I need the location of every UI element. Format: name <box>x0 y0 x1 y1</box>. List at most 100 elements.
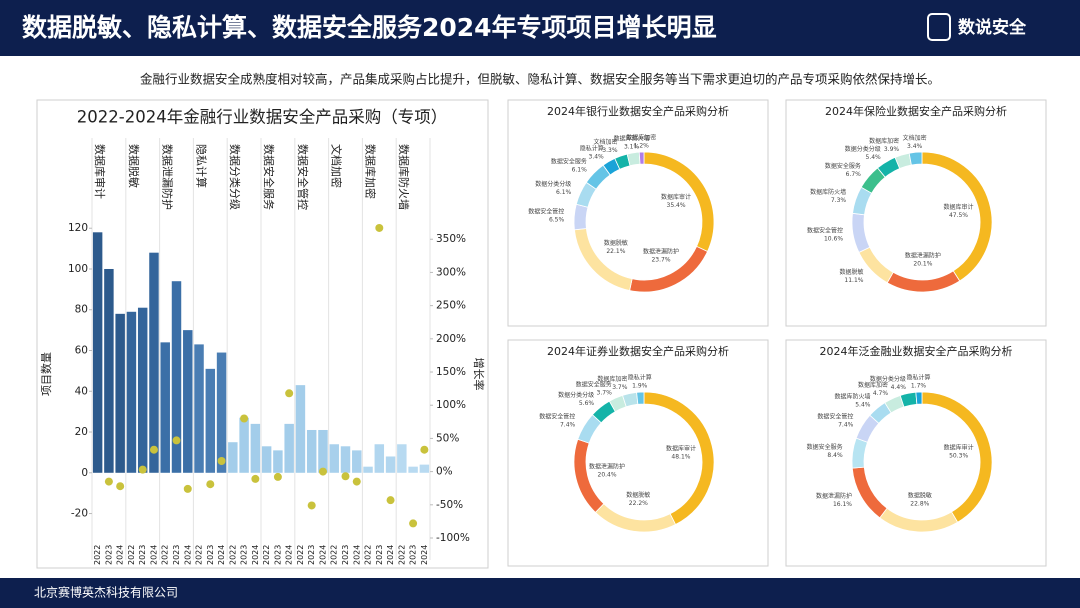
y-tick-label: 0 <box>81 467 88 479</box>
logo-icon <box>927 13 951 41</box>
group-label: 数据泄漏防护 <box>161 144 175 210</box>
x-tick-label: 2024 <box>116 545 125 565</box>
x-tick-label: 2024 <box>386 545 395 565</box>
segment-value: 6.1% <box>556 189 572 196</box>
growth-point <box>104 477 113 486</box>
bar <box>160 342 170 473</box>
chart-title: 2024年泛金融业数据安全产品采购分析 <box>820 344 1013 358</box>
segment-label: 数据库审计 <box>666 445 696 453</box>
footer-bar <box>0 578 1080 608</box>
segment-label: 数据安全服务 <box>576 380 612 388</box>
x-tick-label: 2023 <box>172 545 181 565</box>
segment-label: 数据泄漏防护 <box>589 462 625 470</box>
bar <box>284 423 294 473</box>
chart-title: 2022-2024年金融行业数据安全产品采购（专项） <box>77 108 447 127</box>
segment-label: 隐私计算 <box>628 374 652 382</box>
y-tick-label: 100 <box>68 263 88 275</box>
bar <box>306 429 317 473</box>
segment-label: 数据脱敏 <box>839 268 863 276</box>
segment-value: 1.7% <box>911 383 927 390</box>
bar <box>126 311 137 473</box>
segment-label: 数据安全服务 <box>807 443 843 451</box>
bar <box>419 464 430 473</box>
growth-point <box>341 472 350 481</box>
x-tick-label: 2024 <box>217 545 226 565</box>
growth-point <box>172 436 181 445</box>
y2-axis-label: 增长率 <box>472 358 486 391</box>
x-tick-label: 2024 <box>420 545 429 565</box>
segment-value: 48.1% <box>671 454 690 461</box>
segment-value: 3.3% <box>602 147 618 154</box>
growth-point <box>206 480 215 489</box>
y-tick-label: 120 <box>68 222 88 234</box>
x-tick-label: 2024 <box>285 545 294 565</box>
segment-label: 文档加密 <box>594 138 618 146</box>
bar <box>104 268 114 473</box>
segment-label: 数据脱敏 <box>604 239 628 247</box>
segment-value: 3.4% <box>589 153 605 160</box>
segment-label: 数据分类分级 <box>535 180 571 188</box>
y-tick-label: 60 <box>75 345 88 357</box>
growth-point <box>352 477 361 486</box>
segment-value: 6.1% <box>572 167 588 174</box>
segment-label: 文档加密 <box>903 134 927 142</box>
y2-tick-label: 50% <box>436 432 459 444</box>
bar <box>239 417 249 473</box>
x-tick-label: 2022 <box>262 545 271 565</box>
x-tick-label: 2023 <box>307 545 316 565</box>
bar <box>295 385 306 473</box>
segment-label: 数据泄漏防护 <box>816 492 852 500</box>
segment-value: 8.4% <box>827 452 843 459</box>
segment-value: 35.4% <box>667 202 686 209</box>
x-tick-label: 2023 <box>341 545 350 565</box>
x-tick-label: 2023 <box>206 545 215 565</box>
segment-label: 数据安全服务 <box>825 162 861 170</box>
bar <box>273 450 283 473</box>
segment-label: 数据分类分级 <box>870 375 906 383</box>
bar <box>250 423 261 473</box>
segment-value: 5.4% <box>866 154 882 161</box>
group-label: 数据库防火墙 <box>397 144 411 210</box>
x-tick-label: 2022 <box>161 545 170 565</box>
segment-label: 数据库防火墙 <box>810 188 846 196</box>
segment-value: 47.5% <box>949 212 968 219</box>
segment-value: 3.7% <box>612 384 628 391</box>
footer-text: 北京赛博英杰科技有限公司 <box>34 585 178 600</box>
bar <box>115 313 125 473</box>
segment-value: 5.4% <box>855 401 871 408</box>
donut-segment <box>573 203 589 231</box>
growth-point <box>307 501 316 510</box>
growth-point <box>386 496 395 505</box>
x-tick-label: 2022 <box>228 545 237 565</box>
subtitle: 金融行业数据安全成熟度相对较高，产品集成采购占比提升，但脱敏、隐私计算、数据安全… <box>140 72 940 87</box>
segment-label: 数据库审计 <box>661 193 691 201</box>
bar <box>216 352 227 473</box>
bar <box>149 252 159 473</box>
segment-label: 数据库加密 <box>869 137 899 145</box>
y2-tick-label: 250% <box>436 300 466 312</box>
segment-value: 6.7% <box>846 171 862 178</box>
growth-point <box>375 223 384 232</box>
growth-point <box>116 482 125 491</box>
x-tick-label: 2023 <box>138 545 147 565</box>
bar <box>374 444 385 473</box>
x-tick-label: 2023 <box>240 545 249 565</box>
segment-value: 4.4% <box>891 384 907 391</box>
segment-label: 数据库加密 <box>858 381 888 389</box>
bar <box>385 456 396 473</box>
donut-segment <box>636 391 645 405</box>
x-tick-label: 2024 <box>352 545 361 565</box>
segment-label: 数据库防火墙 <box>834 392 870 400</box>
y-tick-label: 80 <box>75 304 88 316</box>
segment-label: 数据泄漏防护 <box>905 251 941 259</box>
group-label: 隐私计算 <box>194 144 208 188</box>
group-label: 数据安全管控 <box>296 144 310 210</box>
bar <box>183 330 193 473</box>
growth-point <box>217 456 226 465</box>
bar <box>137 307 148 473</box>
segment-value: 50.3% <box>949 452 968 459</box>
donut-segment <box>638 151 645 165</box>
x-tick-label: 2022 <box>364 545 373 565</box>
group-label: 文档加密 <box>330 144 344 188</box>
